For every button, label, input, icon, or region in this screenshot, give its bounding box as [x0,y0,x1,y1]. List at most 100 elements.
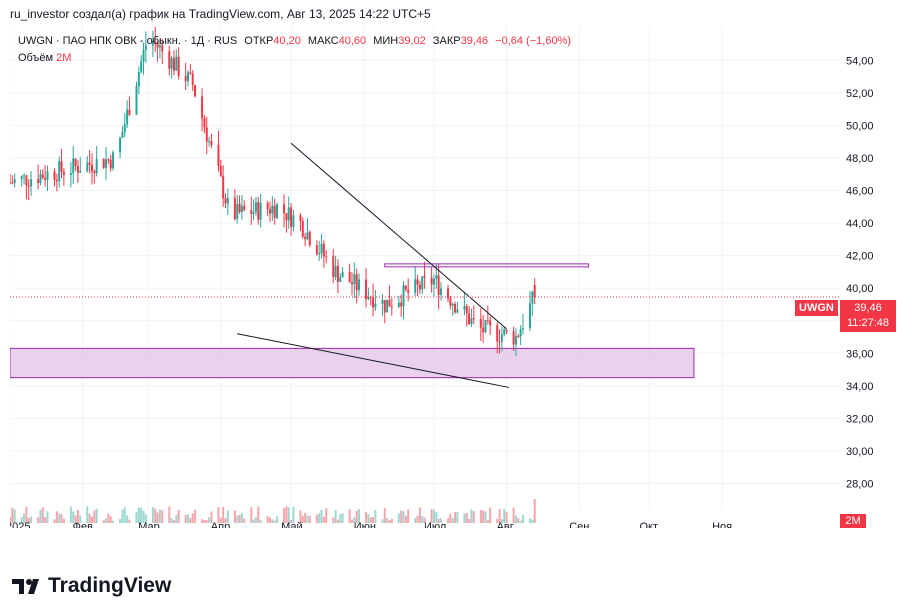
volume-bar [325,508,328,523]
candle-body [435,275,438,279]
candle-body [58,161,61,182]
candle-body [456,309,459,313]
open-label: ОТКР [244,35,274,47]
candle-body [158,45,161,48]
volume-bar [194,509,197,523]
candle-body [404,285,407,290]
candle-body [519,329,522,337]
chart-area[interactable]: 28,0030,0032,0034,0036,0038,0040,0042,00… [10,26,874,528]
candle-body [320,243,323,254]
candle-body [254,202,257,212]
volume-bar [126,515,129,523]
volume-bar [496,518,499,523]
candle-body [142,49,145,62]
volume-bar [187,514,190,523]
volume-bar [435,512,438,523]
candle-body [334,265,337,278]
volume-bar [208,517,211,523]
volume-bar [25,506,28,523]
volume-bar [76,509,79,523]
candle-body [184,76,187,82]
volume-bar [191,513,194,523]
candle-body [301,221,304,237]
volume-bar [142,510,145,523]
volume-bar [451,518,454,523]
candle-body [109,159,112,169]
volume-bar [332,517,335,523]
candle-body [271,205,274,214]
high-label: МАКС [307,35,339,47]
candle-body [299,215,302,222]
candle-body [336,265,339,282]
candle-body [175,56,178,71]
candle-body [243,205,246,211]
volume-bar [205,520,208,523]
candle-body [170,58,173,69]
volume-bar [184,514,187,523]
x-tick-label: Июл [424,521,446,528]
candle-body [156,42,159,48]
volume-bar [240,513,243,523]
tradingview-logo-icon [12,579,39,595]
candle-body [189,72,192,74]
volume-bar [306,515,309,523]
candle-body [322,243,325,257]
candle-body [217,144,220,166]
volume-bar [170,518,173,523]
volume-bar [105,518,108,523]
x-tick-label: Авг [497,521,514,528]
volume-bar [432,509,435,523]
volume-bar [472,511,475,523]
volume-bar [350,519,353,523]
x-tick-label: 2025 [10,521,30,528]
volume-bar [355,510,358,523]
candle-body [23,175,26,177]
volume-bar [407,509,410,523]
y-tick-label: 36,00 [846,348,874,360]
logo-text: TradingView [48,574,172,597]
candle-body [531,291,534,304]
candle-body [482,327,485,333]
candle-body [201,96,204,119]
volume-bar [318,513,321,523]
candle-body [402,285,405,307]
candle-body [479,319,482,328]
volume-bar [154,508,157,523]
volume-bar [489,507,492,523]
volume-bar [250,507,253,523]
volume-bar [156,512,159,523]
volume-bar [226,510,229,523]
candle-body [517,335,520,337]
tradingview-logo[interactable]: TradingView [12,574,171,598]
candle-body [500,334,503,342]
candle-body [135,86,138,115]
volume-bar [137,507,140,523]
volume-legend: Объём 2M [18,52,71,64]
volume-bar [252,519,255,523]
candle-body [266,202,269,210]
x-tick-label: Ноя [712,521,732,528]
candle-body [86,162,89,172]
volume-bar [521,514,524,523]
volume-bar [112,520,115,523]
volume-bar [423,517,426,523]
candle-body [468,313,471,324]
volume-label: Объём [18,52,54,64]
volume-bar [168,506,171,523]
close-label: ЗАКР [432,35,461,47]
y-tick-label: 50,00 [846,120,874,132]
candle-body [93,171,96,174]
candle-body [421,276,424,290]
candle-body [151,41,154,46]
volume-bar [259,519,262,523]
x-tick-label: Фев [73,521,93,528]
candle-body [355,274,358,291]
candle-body [269,209,271,214]
volume-bar [27,517,30,523]
open-value: 40,20 [273,35,301,47]
volume-bar [44,517,47,523]
candle-body [76,166,79,173]
volume-bar [404,515,407,523]
volume-bar [10,517,11,523]
candlestick-chart[interactable]: 28,0030,0032,0034,0036,0038,0040,0042,00… [10,26,910,528]
